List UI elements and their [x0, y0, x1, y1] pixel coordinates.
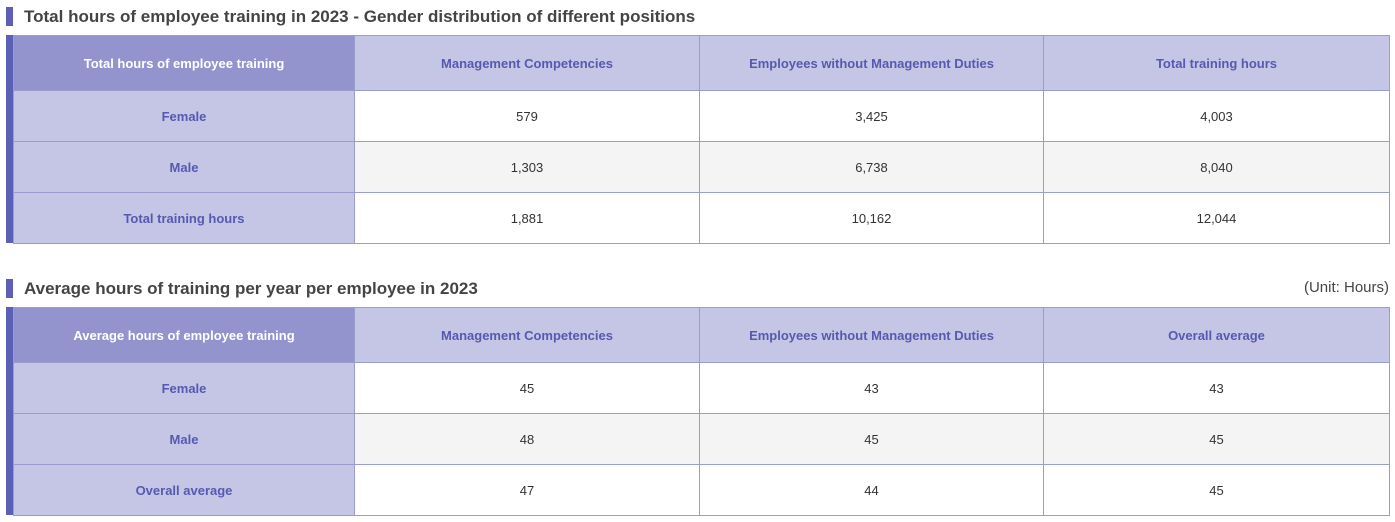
row-header-female: Female: [13, 90, 355, 142]
column-header-non-management: Employees without Management Duties: [699, 307, 1044, 363]
table-left-stripe: [6, 307, 14, 515]
section-title: Total hours of employee training in 2023…: [24, 7, 696, 26]
row-header-male: Male: [13, 141, 355, 193]
training-average-section: Average hours of training per year per e…: [6, 278, 1390, 516]
table-cell: 43: [699, 362, 1044, 414]
table-cell: 12,044: [1043, 192, 1390, 244]
title-accent-bar: [6, 7, 13, 26]
total-hours-table: Total hours of employee training Managem…: [13, 35, 1390, 244]
corner-header: Total hours of employee training: [13, 35, 355, 91]
table-cell: 1,303: [354, 141, 700, 193]
table-cell: 6,738: [699, 141, 1044, 193]
table-row: Overall average 47 44 45: [13, 464, 1390, 516]
table-row: Female 579 3,425 4,003: [13, 90, 1390, 142]
unit-label: (Unit: Hours): [1303, 279, 1389, 296]
section-title: Average hours of training per year per e…: [24, 279, 478, 298]
column-header-management: Management Competencies: [354, 307, 700, 363]
table-cell: 45: [1043, 464, 1390, 516]
table-cell: 45: [699, 413, 1044, 465]
table-header-row: Total hours of employee training Managem…: [13, 35, 1390, 91]
table-cell: 45: [1043, 413, 1390, 465]
table-cell: 47: [354, 464, 700, 516]
column-header-non-management: Employees without Management Duties: [699, 35, 1044, 91]
column-header-management: Management Competencies: [354, 35, 700, 91]
row-header-overall: Overall average: [13, 464, 355, 516]
table-row: Male 48 45 45: [13, 413, 1390, 465]
table-cell: 10,162: [699, 192, 1044, 244]
table-cell: 45: [354, 362, 700, 414]
table-cell: 579: [354, 90, 700, 142]
average-hours-table: Average hours of employee training Manag…: [13, 307, 1390, 516]
corner-header: Average hours of employee training: [13, 307, 355, 363]
title-accent-bar: [6, 279, 13, 298]
column-header-total: Total training hours: [1043, 35, 1390, 91]
table-cell: 4,003: [1043, 90, 1390, 142]
row-header-male: Male: [13, 413, 355, 465]
table-row: Female 45 43 43: [13, 362, 1390, 414]
table-cell: 48: [354, 413, 700, 465]
table-cell: 43: [1043, 362, 1390, 414]
row-header-total: Total training hours: [13, 192, 355, 244]
table-cell: 8,040: [1043, 141, 1390, 193]
table-cell: 44: [699, 464, 1044, 516]
table-row: Total training hours 1,881 10,162 12,044: [13, 192, 1390, 244]
section-header: Average hours of training per year per e…: [6, 278, 1389, 301]
table-cell: 1,881: [354, 192, 700, 244]
table-left-stripe: [6, 35, 14, 243]
table-cell: 3,425: [699, 90, 1044, 142]
row-header-female: Female: [13, 362, 355, 414]
table-row: Male 1,303 6,738 8,040: [13, 141, 1390, 193]
section-header: Total hours of employee training in 2023…: [6, 6, 1389, 29]
training-total-section: Total hours of employee training in 2023…: [6, 6, 1390, 244]
column-header-overall: Overall average: [1043, 307, 1390, 363]
table-header-row: Average hours of employee training Manag…: [13, 307, 1390, 363]
